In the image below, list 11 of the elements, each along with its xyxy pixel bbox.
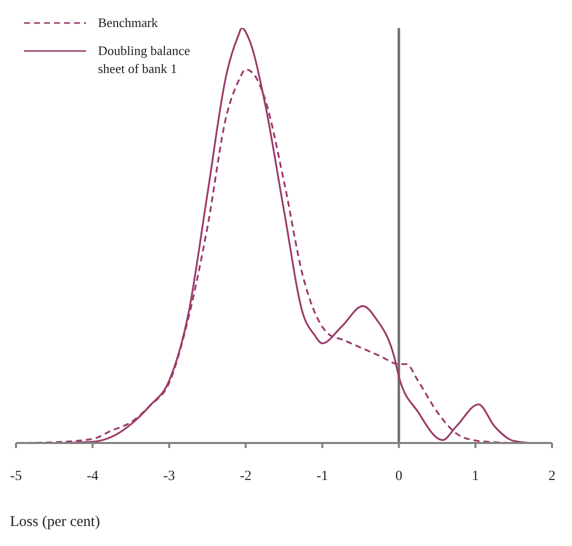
x-tick-label: -2 [240, 468, 252, 484]
legend-label: Benchmark [98, 14, 159, 32]
x-tick-label: -3 [163, 468, 175, 484]
x-tick-label: 2 [548, 468, 556, 484]
x-tick-label: 1 [472, 468, 479, 484]
x-tick-label: -4 [86, 468, 98, 484]
x-axis-title: Loss (per cent) [10, 514, 100, 531]
x-tick-label: -1 [316, 468, 328, 484]
x-tick-label: -5 [10, 468, 22, 484]
x-tick-label: 0 [395, 468, 402, 484]
legend-label: Doubling balance sheet of bank 1 [98, 42, 192, 78]
